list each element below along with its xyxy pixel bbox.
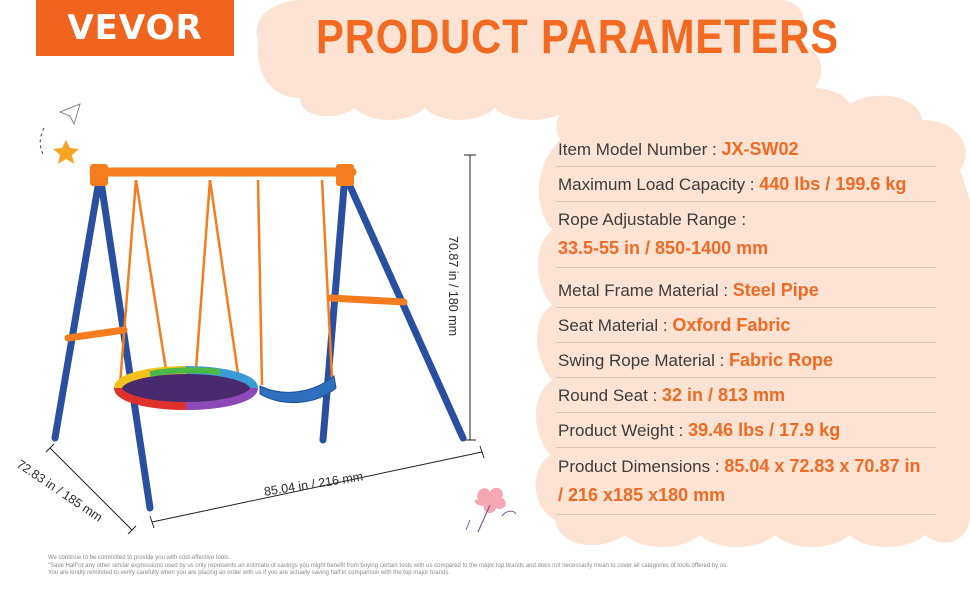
spec-value: Fabric Rope <box>729 350 834 370</box>
dimension-lines <box>45 154 485 535</box>
spec-row-model: Item Model Number : JX-SW02 <box>556 132 936 167</box>
spec-value: Oxford Fabric <box>672 315 791 335</box>
paper-plane-icon <box>39 103 81 157</box>
spec-value: JX-SW02 <box>721 139 799 159</box>
spec-value: Steel Pipe <box>732 280 819 300</box>
spec-value: 32 in / 813 mm <box>661 385 786 405</box>
spec-list: Item Model Number : JX-SW02 Maximum Load… <box>556 132 936 515</box>
spec-label: Product Dimensions : <box>558 457 720 476</box>
disclaimer-line: We continue to be committed to provide y… <box>48 555 231 561</box>
spec-label: Seat Material : <box>558 316 668 335</box>
spec-row-seat-material: Seat Material : Oxford Fabric <box>556 308 936 343</box>
spec-row-dimensions: Product Dimensions : 85.04 x 72.83 x 70.… <box>556 448 936 515</box>
disclaimer-line: You are kindly reminded to verify carefu… <box>48 570 450 576</box>
spec-label: Metal Frame Material : <box>558 281 729 300</box>
spec-label: Product Weight : <box>558 421 684 440</box>
spec-row-round-seat: Round Seat : 32 in / 813 mm <box>556 378 936 413</box>
star-icon <box>53 140 79 164</box>
spec-value: 440 lbs / 199.6 kg <box>759 174 907 194</box>
disclaimer: We continue to be committed to provide y… <box>48 555 908 578</box>
dimension-height-label: 70.87 in / 180 mm <box>446 236 460 337</box>
spec-value: 85.04 x 72.83 x 70.87 in <box>724 456 921 476</box>
spec-row-load: Maximum Load Capacity : 440 lbs / 199.6 … <box>556 167 936 202</box>
page-title: PRODUCT PARAMETERS <box>316 11 839 64</box>
vevor-logo: VEVOR <box>36 0 234 56</box>
saucer-swing <box>114 179 258 410</box>
spec-label: Round Seat : <box>558 386 658 405</box>
spec-value: 33.5-55 in / 850-1400 mm <box>558 238 769 258</box>
spec-value: 39.46 lbs / 17.9 kg <box>688 420 841 440</box>
spec-label: Maximum Load Capacity : <box>558 175 755 194</box>
disclaimer-line: "Save Half"or any other similar expressi… <box>48 562 728 569</box>
spec-label: Swing Rope Material : <box>558 351 725 370</box>
spec-row-frame: Metal Frame Material : Steel Pipe <box>556 268 936 308</box>
spec-value-continued: / 216 x185 x180 mm <box>558 485 726 505</box>
spec-row-rope-range: Rope Adjustable Range : 33.5-55 in / 850… <box>556 202 936 268</box>
belt-swing <box>256 179 337 404</box>
spec-label: Item Model Number : <box>558 140 717 159</box>
flower-icon <box>465 487 517 533</box>
spec-row-rope-material: Swing Rope Material : Fabric Rope <box>556 343 936 378</box>
spec-label: Rope Adjustable Range : <box>558 210 747 229</box>
spec-row-weight: Product Weight : 39.46 lbs / 17.9 kg <box>556 413 936 448</box>
swing-frame <box>51 164 467 512</box>
